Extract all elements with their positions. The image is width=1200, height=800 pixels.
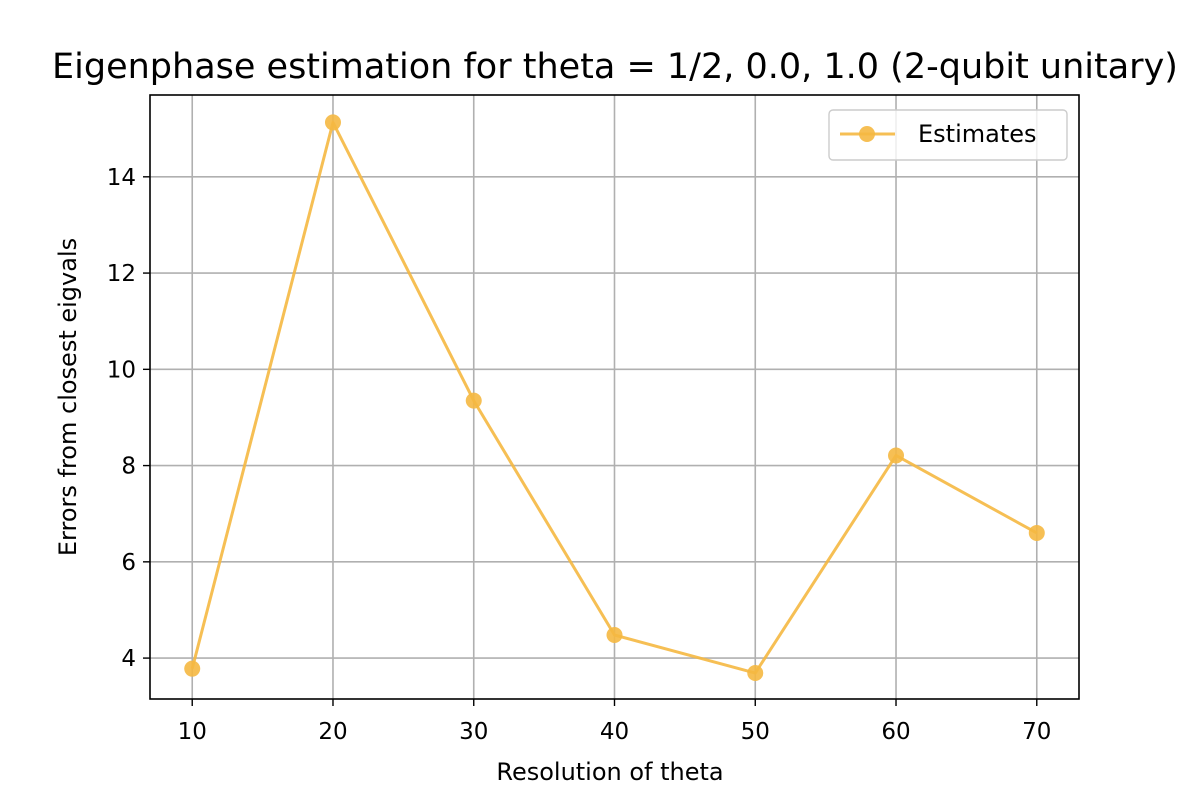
- data-point: [465, 392, 482, 409]
- y-tick-label: 12: [107, 261, 136, 287]
- y-tick-label: 4: [121, 646, 136, 672]
- x-tick-label: 30: [459, 719, 488, 745]
- y-tick-label: 8: [121, 454, 136, 480]
- chart-title: Eigenphase estimation for theta = 1/2, 0…: [52, 47, 1178, 87]
- data-point: [888, 447, 905, 464]
- y-tick-label: 6: [121, 550, 136, 576]
- data-point: [747, 665, 764, 682]
- y-tick-label: 14: [107, 165, 136, 191]
- x-tick-label: 40: [600, 719, 629, 745]
- data-point: [184, 660, 201, 677]
- grid-lines: [150, 95, 1079, 699]
- data-point: [1028, 524, 1045, 541]
- x-tick-label: 50: [741, 719, 770, 745]
- legend: Estimates: [828, 109, 1068, 161]
- data-point: [606, 626, 623, 643]
- y-axis-label: Errors from closest eigvals: [54, 238, 82, 556]
- x-tick-label: 20: [318, 719, 347, 745]
- data-point: [324, 114, 341, 131]
- x-axis-label: Resolution of theta: [496, 758, 723, 786]
- x-tick-label: 10: [178, 719, 207, 745]
- x-tick-label: 70: [1022, 719, 1051, 745]
- legend-marker-sample: [859, 126, 875, 142]
- series-layer: [184, 114, 1045, 682]
- axis-ticks: 10 20 30 40 50 60 70 4 6 8 10 12 14: [107, 165, 1052, 745]
- x-tick-label: 60: [881, 719, 910, 745]
- legend-label-estimates: Estimates: [918, 120, 1037, 148]
- legend-box: [828, 109, 1068, 161]
- y-tick-label: 10: [107, 357, 136, 383]
